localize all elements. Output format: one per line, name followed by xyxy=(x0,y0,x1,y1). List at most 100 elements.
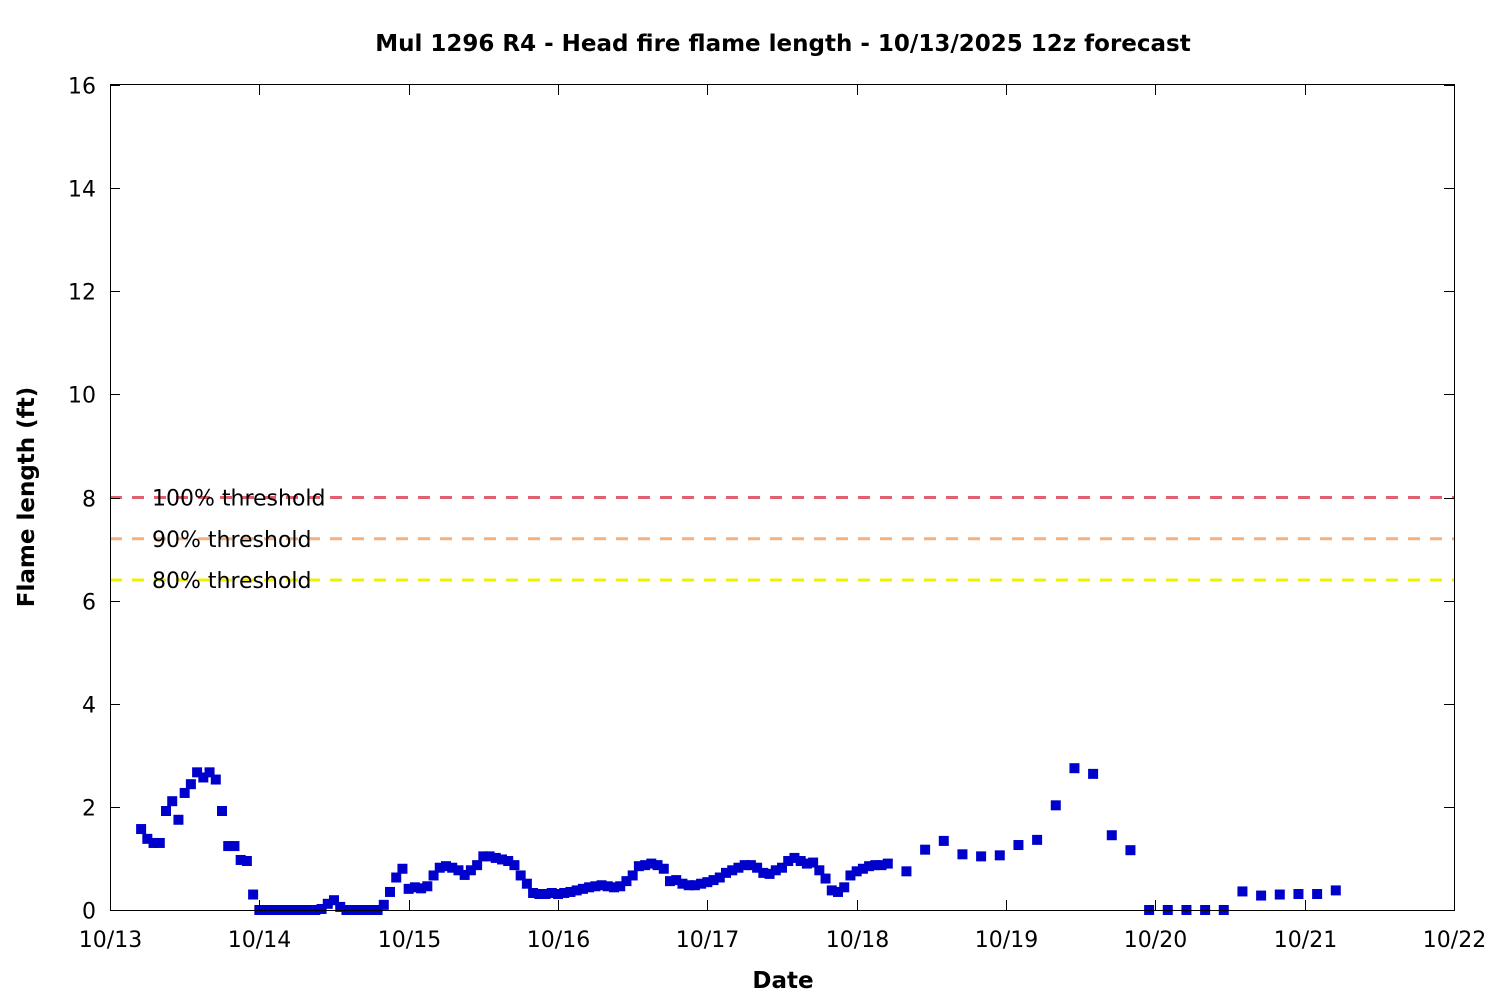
data-point xyxy=(223,841,234,852)
data-point xyxy=(316,903,327,914)
y-tick-label: 8 xyxy=(82,488,96,513)
x-tick-label: 10/18 xyxy=(826,928,889,953)
threshold-label-1: 90% threshold xyxy=(152,528,312,553)
data-point xyxy=(465,865,476,876)
data-point xyxy=(627,870,638,881)
x-tick-label: 10/16 xyxy=(527,928,590,953)
data-point xyxy=(870,860,881,871)
x-tick-label: 10/13 xyxy=(79,928,142,953)
data-point xyxy=(1069,763,1080,774)
chart-title: Mul 1296 R4 - Head fire flame length - 1… xyxy=(375,31,1191,57)
data-point xyxy=(857,863,868,874)
data-point xyxy=(528,887,539,898)
data-point xyxy=(322,898,333,909)
x-tick-label: 10/14 xyxy=(228,928,291,953)
data-point xyxy=(1237,886,1248,897)
data-point xyxy=(1274,889,1285,900)
data-point xyxy=(142,833,153,844)
data-point xyxy=(1032,834,1043,845)
data-point xyxy=(814,865,825,876)
x-tick-label: 10/19 xyxy=(975,928,1038,953)
data-point xyxy=(615,881,626,892)
data-point xyxy=(1013,840,1024,851)
data-point xyxy=(652,860,663,871)
data-point xyxy=(708,875,719,886)
data-point xyxy=(752,862,763,873)
data-point xyxy=(397,863,408,874)
data-point xyxy=(1106,830,1117,841)
data-point xyxy=(696,878,707,889)
data-point xyxy=(833,886,843,897)
data-point xyxy=(957,849,968,860)
data-point xyxy=(783,856,794,867)
data-point xyxy=(795,856,806,867)
data-point xyxy=(204,767,215,778)
data-point xyxy=(758,867,769,878)
data-point xyxy=(179,787,190,798)
data-point xyxy=(633,861,644,872)
data-point xyxy=(590,881,601,892)
data-point xyxy=(136,824,147,835)
data-point xyxy=(938,835,949,846)
data-point xyxy=(1312,889,1323,900)
data-point xyxy=(1293,889,1304,900)
data-point xyxy=(777,862,787,873)
data-point xyxy=(428,870,439,881)
data-point xyxy=(864,861,875,872)
data-point xyxy=(976,851,987,862)
data-point xyxy=(148,837,159,848)
y-axis-label: Flame length (ft) xyxy=(14,387,40,607)
x-tick-label: 10/15 xyxy=(378,928,441,953)
data-point xyxy=(808,857,819,868)
data-point xyxy=(154,837,165,848)
data-point xyxy=(876,860,887,871)
data-point xyxy=(745,860,756,871)
data-point xyxy=(584,882,595,893)
data-point xyxy=(385,886,395,897)
data-point xyxy=(553,889,563,900)
data-point xyxy=(192,767,203,778)
data-point xyxy=(1088,768,1099,779)
data-point xyxy=(503,856,514,867)
x-tick-label: 10/22 xyxy=(1423,928,1486,953)
data-point xyxy=(677,878,688,889)
data-point xyxy=(826,885,837,896)
data-point xyxy=(248,889,259,900)
data-point xyxy=(185,779,196,790)
data-point xyxy=(229,841,240,852)
data-point xyxy=(422,881,433,892)
data-point xyxy=(1330,885,1341,896)
data-point xyxy=(702,877,713,888)
data-point xyxy=(596,880,607,891)
data-point xyxy=(845,870,856,881)
data-point xyxy=(459,869,470,880)
data-point xyxy=(901,866,912,877)
data-point xyxy=(434,862,445,873)
threshold-label-0: 100% threshold xyxy=(152,487,326,512)
y-tick-label: 6 xyxy=(82,591,96,616)
data-point xyxy=(739,860,750,871)
y-tick-label: 4 xyxy=(82,694,96,719)
data-point xyxy=(161,806,171,816)
data-point xyxy=(210,774,221,785)
data-point xyxy=(441,861,451,872)
data-point xyxy=(671,875,682,886)
data-point xyxy=(721,867,731,878)
data-point xyxy=(658,863,669,874)
x-axis-label: Date xyxy=(752,968,813,994)
y-tick-label: 2 xyxy=(82,797,96,822)
data-point xyxy=(235,854,246,865)
x-tick-label: 10/17 xyxy=(676,928,739,953)
y-tick-label: 14 xyxy=(68,178,96,203)
plot-frame xyxy=(110,84,1455,911)
data-point xyxy=(1125,845,1136,856)
data-point xyxy=(546,887,557,898)
data-point xyxy=(509,860,520,871)
data-point xyxy=(403,883,414,894)
data-point xyxy=(789,852,800,863)
data-point xyxy=(478,851,489,862)
data-point xyxy=(665,876,675,887)
data-point xyxy=(167,796,178,807)
data-point xyxy=(801,858,812,869)
data-point xyxy=(770,865,781,876)
